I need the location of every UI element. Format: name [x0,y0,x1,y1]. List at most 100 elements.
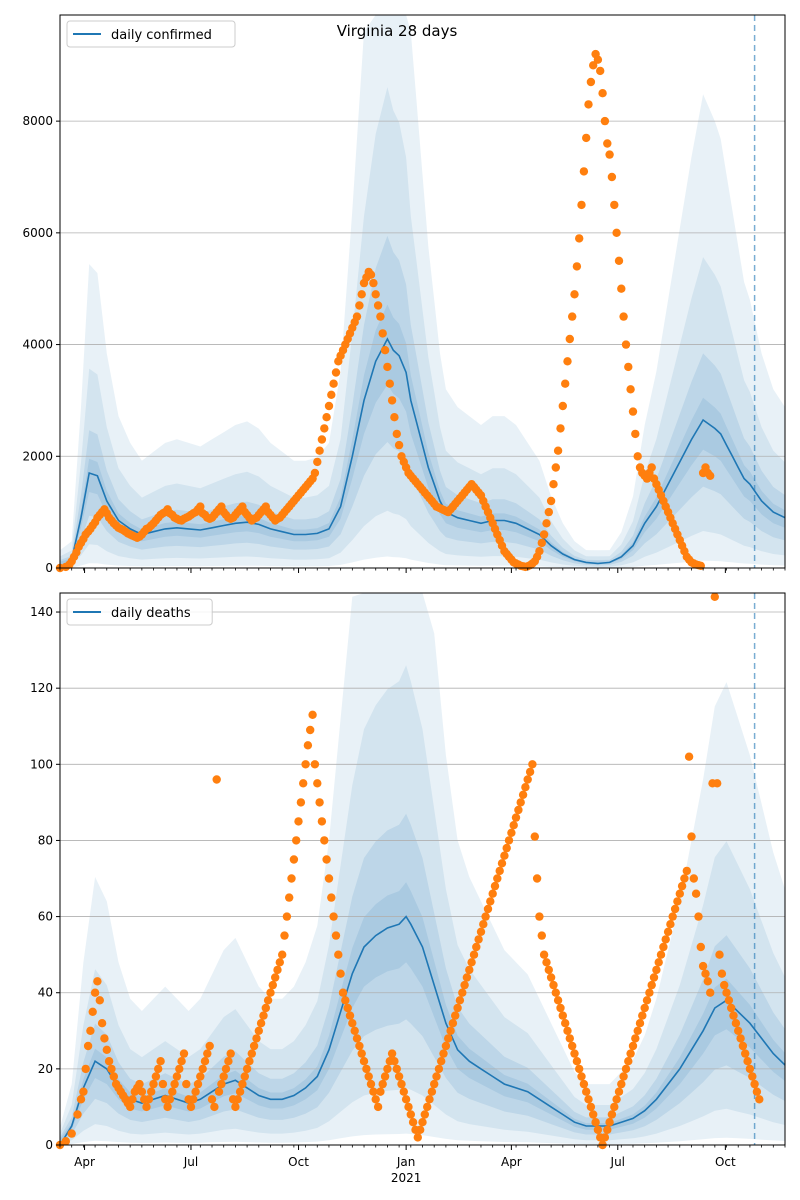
observed-point [301,760,310,769]
observed-point [610,200,619,210]
observed-point [542,519,551,528]
observed-point [238,1079,247,1089]
observed-point [231,1102,240,1112]
observed-point [490,881,500,891]
observed-point [486,897,495,906]
observed-point [420,1110,429,1119]
observed-point [387,1049,397,1058]
observed-point [568,1041,577,1051]
x-tick-label: Oct [288,1155,309,1169]
observed-point [539,530,549,539]
observed-point [698,961,708,971]
observed-point [327,390,336,399]
confirmed-legend: daily confirmed [66,20,236,48]
observed-point [182,1079,191,1089]
observed-point [189,1095,198,1104]
observed-point [327,893,336,902]
observed-point [661,935,670,944]
observed-point [706,471,715,480]
observed-point [736,1034,745,1043]
observed-point [256,1019,266,1028]
deaths-model-line [59,915,786,1146]
observed-point [535,912,544,921]
observed-point [493,874,502,883]
observed-point [561,1019,570,1028]
x-tick-label: Jan [396,1155,416,1169]
observed-point [654,958,663,967]
observed-point [563,357,572,366]
observed-point [394,1072,404,1081]
observed-point [752,1087,762,1096]
observed-point [67,1129,76,1138]
observed-point [682,866,691,876]
observed-point [516,798,525,807]
observed-point [441,1041,451,1051]
observed-point [668,912,677,921]
observed-point [626,385,635,394]
observed-point [458,988,467,997]
observed-point [584,1095,593,1104]
confirmed-model-line [59,337,786,569]
legend-label: daily deaths [111,606,191,621]
observed-point [734,1026,743,1036]
observed-point [406,1110,415,1119]
x-tick-label: Apr [501,1155,522,1169]
observed-point [614,1087,624,1096]
observed-point [539,950,549,959]
observed-point [310,760,320,769]
x-tick-label: Oct [715,1155,736,1169]
observed-point [472,942,481,952]
observed-point [371,290,380,299]
observed-point [126,1102,135,1112]
observed-point [378,1079,387,1089]
observed-point [605,1118,614,1127]
observed-point [729,1011,738,1020]
observed-point [200,1057,210,1066]
observed-point [289,855,299,864]
observed-point [701,969,710,978]
observed-point [462,973,472,982]
observed-point [731,1019,741,1028]
observed-point [338,988,348,997]
observed-point [624,1057,633,1066]
observed-point [355,1041,364,1051]
observed-point [86,1026,95,1036]
observed-point [479,920,488,929]
observed-point [263,996,273,1005]
observed-point [631,1034,640,1043]
observed-point [603,1125,612,1135]
observed-point [553,996,563,1005]
observed-point [570,290,579,299]
observed-point [198,1064,207,1074]
observed-point [294,817,303,826]
observed-point [299,779,308,788]
observed-point [446,1026,455,1036]
observed-point [542,958,551,967]
observed-point [261,1003,270,1013]
observed-point [745,1064,755,1074]
observed-point [589,1110,598,1119]
observed-point [551,988,560,997]
observed-point [465,965,474,975]
observed-point [582,1087,591,1096]
observed-point [219,1072,228,1081]
observed-point [453,1003,462,1013]
y-tick-label: 2000 [22,449,53,463]
observed-point [320,424,329,433]
observed-point [313,457,322,467]
observed-point [518,790,528,799]
observed-point [511,813,521,822]
observed-point [317,817,327,826]
observed-point [528,760,537,769]
observed-point [673,897,682,906]
observed-point [296,798,306,807]
observed-point [607,1110,617,1119]
y-tick-label: 6000 [22,226,53,240]
observed-point [610,1102,619,1112]
observed-point [612,228,621,237]
observed-point [544,965,553,975]
x-tick-label: Jul [610,1155,625,1169]
observed-point [254,1026,263,1036]
observed-point [579,167,589,176]
observed-point [397,1079,406,1089]
